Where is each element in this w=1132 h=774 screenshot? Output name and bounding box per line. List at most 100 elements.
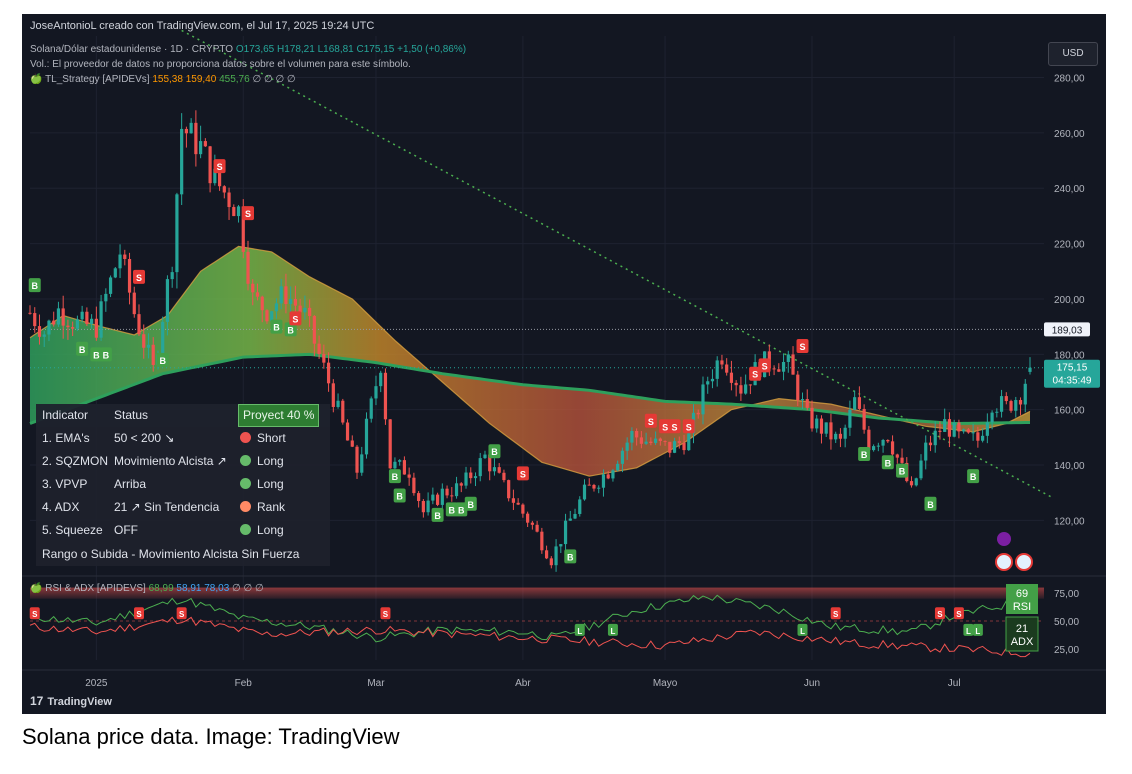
- signal-label: B: [885, 458, 892, 468]
- candle-body: [947, 419, 952, 437]
- candle-body: [175, 194, 179, 273]
- candle-body: [336, 400, 340, 407]
- candle-body: [331, 383, 335, 407]
- candle-body: [933, 430, 937, 446]
- candle-body: [1018, 400, 1023, 405]
- y-tick-label: 180,00: [1054, 350, 1085, 361]
- candle-body: [203, 141, 207, 147]
- candle-body: [625, 442, 629, 451]
- candle-body: [85, 311, 89, 325]
- candles: [28, 110, 1032, 572]
- candle-body: [56, 308, 61, 325]
- buy-signal: [464, 496, 477, 511]
- signal-label: Long: [257, 477, 284, 491]
- indicator-signal: Long: [240, 450, 284, 473]
- buy-signal: [270, 319, 283, 334]
- candle-body: [900, 457, 904, 463]
- candle-body: [791, 354, 795, 375]
- tl-strategy-legend[interactable]: 🍏 TL_Strategy [APIDEVs] 155,38 159,40 45…: [30, 74, 296, 85]
- candle-body: [976, 432, 980, 441]
- candle-body: [459, 483, 463, 486]
- candle-body: [781, 361, 786, 372]
- candle-body: [90, 318, 94, 325]
- rsi-legend[interactable]: 🍏 RSI & ADX [APIDEVS] 68,99 58,91 78,03 …: [30, 583, 264, 594]
- indicator-signal: Long: [240, 519, 284, 542]
- candle-body: [47, 320, 51, 335]
- x-tick-label: Abr: [515, 678, 531, 689]
- tl-value-3: 455,76: [219, 74, 250, 85]
- candle-body: [421, 501, 425, 513]
- candle-body: [838, 433, 843, 439]
- candle-body: [886, 440, 890, 442]
- candle-body: [1004, 396, 1008, 402]
- candle-body: [507, 480, 511, 499]
- candle-body: [113, 268, 117, 278]
- long-signal: [797, 623, 808, 636]
- signal-label: S: [752, 370, 758, 380]
- tradingview-logo[interactable]: 17 TradingView: [30, 694, 112, 708]
- candle-body: [393, 461, 397, 469]
- candle-body: [1023, 383, 1027, 405]
- candle-body: [241, 206, 245, 252]
- rsi-value-tail: ∅ ∅ ∅: [232, 583, 264, 594]
- candle-body: [161, 321, 165, 355]
- candle-body: [800, 399, 805, 401]
- candle-body: [473, 476, 478, 479]
- candle-body: [777, 369, 781, 372]
- currency-button[interactable]: USD: [1048, 42, 1098, 66]
- candle-body: [815, 418, 819, 429]
- signal-label: B: [434, 511, 441, 521]
- osc-signal-label: S: [956, 610, 962, 619]
- signal-label: B: [31, 281, 38, 291]
- osc-signal-label: L: [975, 627, 980, 636]
- osc-signal-label: S: [937, 610, 943, 619]
- signal-label: S: [520, 469, 526, 479]
- candle-body: [37, 326, 42, 337]
- short-signal: [953, 607, 964, 620]
- buy-signal: [156, 352, 169, 367]
- us-flag-icon: [1015, 553, 1033, 571]
- candle-body: [104, 293, 108, 302]
- short-signal: [134, 607, 145, 620]
- candle-body: [824, 422, 828, 434]
- candle-body: [834, 433, 838, 440]
- long-signal: [963, 623, 974, 636]
- candle-body: [990, 412, 994, 423]
- osc-signal-label: S: [383, 610, 389, 619]
- candle-body: [454, 483, 459, 497]
- candle-body: [796, 374, 800, 401]
- sell-signal: [516, 466, 529, 481]
- candle-body: [843, 427, 847, 439]
- candle-body: [298, 305, 302, 313]
- indicator-table: Indicator Status Proyect 40 % 1. EMA's 5…: [36, 404, 330, 566]
- signal-label: S: [662, 422, 668, 432]
- candle-body: [943, 419, 947, 432]
- symbol-name[interactable]: Solana/Dólar estadounidense · 1D · CRYPT…: [30, 44, 234, 55]
- trendline: [30, 29, 1055, 499]
- candle-body: [706, 381, 710, 385]
- candle-body: [938, 430, 942, 432]
- short-signal: [29, 607, 40, 620]
- candle-body: [739, 385, 743, 394]
- candle-body: [601, 474, 606, 488]
- candle-body: [895, 454, 899, 458]
- candle-body: [303, 307, 307, 313]
- signal-label: S: [800, 342, 806, 352]
- rsi-value-box: [1006, 584, 1038, 614]
- signal-label: B: [392, 472, 399, 482]
- candle-body: [952, 422, 956, 437]
- signal-label: B: [273, 323, 280, 333]
- candle-body: [194, 122, 198, 155]
- signal-label: B: [899, 467, 906, 477]
- candle-body: [511, 498, 516, 503]
- signal-label: B: [103, 350, 110, 360]
- buy-signal: [284, 322, 297, 337]
- candle-body: [497, 467, 501, 473]
- signal-label: Short: [257, 431, 286, 445]
- candle-body: [554, 546, 558, 566]
- indicator-row: 5. Squeeze OFF Long: [36, 519, 330, 542]
- symbol-line: Solana/Dólar estadounidense · 1D · CRYPT…: [30, 44, 466, 55]
- x-tick-label: Mayo: [653, 678, 678, 689]
- candle-body: [720, 360, 724, 365]
